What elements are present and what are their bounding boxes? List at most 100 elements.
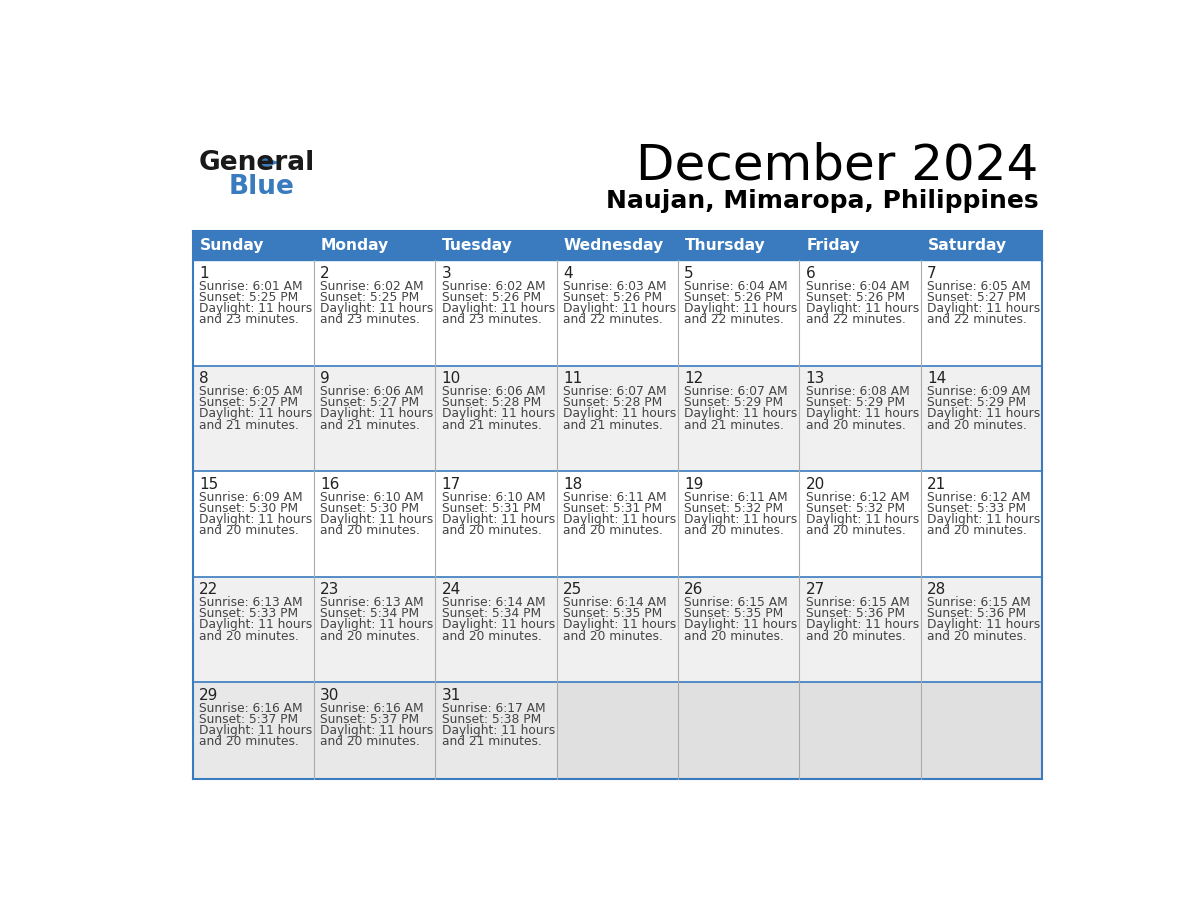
Text: 1: 1 bbox=[198, 265, 209, 281]
Bar bbox=[192, 261, 314, 365]
Text: and 20 minutes.: and 20 minutes. bbox=[563, 524, 663, 537]
Text: Daylight: 11 hours: Daylight: 11 hours bbox=[684, 408, 797, 420]
Text: and 20 minutes.: and 20 minutes. bbox=[805, 524, 905, 537]
Text: and 20 minutes.: and 20 minutes. bbox=[321, 630, 421, 643]
Text: Saturday: Saturday bbox=[928, 238, 1007, 253]
Text: Daylight: 11 hours: Daylight: 11 hours bbox=[563, 619, 676, 632]
Text: Daylight: 11 hours: Daylight: 11 hours bbox=[321, 408, 434, 420]
Text: Daylight: 11 hours: Daylight: 11 hours bbox=[805, 302, 918, 315]
Text: Sunrise: 6:05 AM: Sunrise: 6:05 AM bbox=[927, 280, 1031, 293]
Bar bbox=[800, 365, 921, 471]
Text: Daylight: 11 hours: Daylight: 11 hours bbox=[805, 619, 918, 632]
Text: Sunset: 5:34 PM: Sunset: 5:34 PM bbox=[321, 607, 419, 621]
Text: and 21 minutes.: and 21 minutes. bbox=[563, 419, 663, 431]
Text: Daylight: 11 hours: Daylight: 11 hours bbox=[321, 724, 434, 737]
Bar bbox=[192, 231, 314, 261]
Text: 6: 6 bbox=[805, 265, 815, 281]
Bar bbox=[557, 471, 678, 577]
Text: Sunrise: 6:14 AM: Sunrise: 6:14 AM bbox=[563, 596, 666, 609]
Text: 29: 29 bbox=[198, 688, 219, 702]
Bar bbox=[800, 261, 921, 365]
Text: 16: 16 bbox=[321, 476, 340, 492]
Text: Sunrise: 6:16 AM: Sunrise: 6:16 AM bbox=[198, 701, 303, 714]
Bar bbox=[678, 261, 800, 365]
Bar bbox=[678, 577, 800, 682]
Text: Sunset: 5:38 PM: Sunset: 5:38 PM bbox=[442, 712, 541, 726]
Text: Sunset: 5:33 PM: Sunset: 5:33 PM bbox=[198, 607, 298, 621]
Text: and 22 minutes.: and 22 minutes. bbox=[563, 313, 663, 326]
Text: and 20 minutes.: and 20 minutes. bbox=[198, 630, 298, 643]
Text: and 20 minutes.: and 20 minutes. bbox=[563, 630, 663, 643]
Text: 18: 18 bbox=[563, 476, 582, 492]
Text: and 22 minutes.: and 22 minutes. bbox=[927, 313, 1026, 326]
Text: Sunrise: 6:07 AM: Sunrise: 6:07 AM bbox=[684, 385, 788, 398]
Text: Sunset: 5:29 PM: Sunset: 5:29 PM bbox=[684, 397, 783, 409]
Text: 15: 15 bbox=[198, 476, 219, 492]
Text: and 21 minutes.: and 21 minutes. bbox=[321, 419, 421, 431]
Text: Friday: Friday bbox=[807, 238, 860, 253]
Bar bbox=[314, 577, 435, 682]
Text: 25: 25 bbox=[563, 582, 582, 598]
Text: 23: 23 bbox=[321, 582, 340, 598]
Text: Sunrise: 6:06 AM: Sunrise: 6:06 AM bbox=[321, 385, 424, 398]
Bar bbox=[800, 682, 921, 779]
Text: Daylight: 11 hours: Daylight: 11 hours bbox=[805, 408, 918, 420]
Text: Daylight: 11 hours: Daylight: 11 hours bbox=[321, 513, 434, 526]
Text: Sunrise: 6:09 AM: Sunrise: 6:09 AM bbox=[927, 385, 1030, 398]
Text: Sunset: 5:35 PM: Sunset: 5:35 PM bbox=[684, 607, 784, 621]
Text: and 20 minutes.: and 20 minutes. bbox=[198, 735, 298, 748]
Text: 8: 8 bbox=[198, 371, 209, 386]
Text: Daylight: 11 hours: Daylight: 11 hours bbox=[321, 619, 434, 632]
Text: Sunset: 5:37 PM: Sunset: 5:37 PM bbox=[198, 712, 298, 726]
Text: Sunset: 5:29 PM: Sunset: 5:29 PM bbox=[927, 397, 1026, 409]
Text: and 20 minutes.: and 20 minutes. bbox=[927, 419, 1026, 431]
Text: Daylight: 11 hours: Daylight: 11 hours bbox=[198, 619, 312, 632]
Text: December 2024: December 2024 bbox=[636, 141, 1038, 190]
Text: and 20 minutes.: and 20 minutes. bbox=[927, 630, 1026, 643]
Text: Sunrise: 6:04 AM: Sunrise: 6:04 AM bbox=[805, 280, 909, 293]
Text: and 20 minutes.: and 20 minutes. bbox=[321, 524, 421, 537]
Text: Sunset: 5:30 PM: Sunset: 5:30 PM bbox=[321, 502, 419, 515]
Text: 2: 2 bbox=[321, 265, 330, 281]
Bar bbox=[557, 365, 678, 471]
Text: Sunrise: 6:13 AM: Sunrise: 6:13 AM bbox=[198, 596, 303, 609]
Bar bbox=[557, 577, 678, 682]
Text: 28: 28 bbox=[927, 582, 946, 598]
Text: Daylight: 11 hours: Daylight: 11 hours bbox=[442, 724, 555, 737]
Text: 31: 31 bbox=[442, 688, 461, 702]
Bar bbox=[800, 577, 921, 682]
Text: 22: 22 bbox=[198, 582, 219, 598]
Text: Sunrise: 6:12 AM: Sunrise: 6:12 AM bbox=[927, 490, 1030, 504]
Bar bbox=[435, 471, 557, 577]
Text: and 20 minutes.: and 20 minutes. bbox=[198, 524, 298, 537]
Text: 13: 13 bbox=[805, 371, 824, 386]
Text: Daylight: 11 hours: Daylight: 11 hours bbox=[442, 513, 555, 526]
Text: and 20 minutes.: and 20 minutes. bbox=[805, 630, 905, 643]
Text: General: General bbox=[198, 150, 315, 175]
Text: Sunset: 5:25 PM: Sunset: 5:25 PM bbox=[198, 291, 298, 304]
Text: Daylight: 11 hours: Daylight: 11 hours bbox=[927, 302, 1041, 315]
Text: Sunset: 5:26 PM: Sunset: 5:26 PM bbox=[805, 291, 905, 304]
Text: 7: 7 bbox=[927, 265, 936, 281]
Text: Sunset: 5:32 PM: Sunset: 5:32 PM bbox=[805, 502, 905, 515]
Bar bbox=[921, 231, 1042, 261]
Bar bbox=[314, 682, 435, 779]
Text: and 20 minutes.: and 20 minutes. bbox=[321, 735, 421, 748]
Text: Sunset: 5:35 PM: Sunset: 5:35 PM bbox=[563, 607, 662, 621]
Text: Sunrise: 6:04 AM: Sunrise: 6:04 AM bbox=[684, 280, 788, 293]
Text: Monday: Monday bbox=[321, 238, 390, 253]
Text: Daylight: 11 hours: Daylight: 11 hours bbox=[684, 619, 797, 632]
Text: Sunset: 5:36 PM: Sunset: 5:36 PM bbox=[805, 607, 905, 621]
Text: Sunset: 5:30 PM: Sunset: 5:30 PM bbox=[198, 502, 298, 515]
Text: Sunrise: 6:02 AM: Sunrise: 6:02 AM bbox=[321, 280, 424, 293]
Text: Daylight: 11 hours: Daylight: 11 hours bbox=[563, 513, 676, 526]
Text: and 21 minutes.: and 21 minutes. bbox=[442, 735, 542, 748]
Text: Sunrise: 6:11 AM: Sunrise: 6:11 AM bbox=[684, 490, 788, 504]
Text: Sunrise: 6:03 AM: Sunrise: 6:03 AM bbox=[563, 280, 666, 293]
Text: Daylight: 11 hours: Daylight: 11 hours bbox=[563, 302, 676, 315]
Text: Sunrise: 6:15 AM: Sunrise: 6:15 AM bbox=[805, 596, 909, 609]
Text: 21: 21 bbox=[927, 476, 946, 492]
Text: 20: 20 bbox=[805, 476, 824, 492]
Bar bbox=[921, 682, 1042, 779]
Text: Daylight: 11 hours: Daylight: 11 hours bbox=[442, 619, 555, 632]
